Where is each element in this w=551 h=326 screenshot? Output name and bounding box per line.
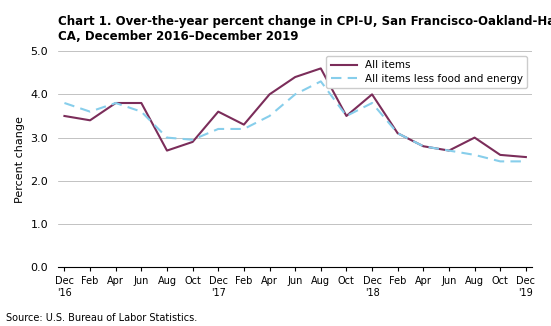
All items less food and energy xyxy=(241,127,247,131)
All items xyxy=(138,101,145,105)
All items less food and energy xyxy=(87,110,93,113)
All items less food and energy xyxy=(471,153,478,157)
All items xyxy=(343,114,350,118)
All items xyxy=(522,155,529,159)
All items xyxy=(266,92,273,96)
All items less food and energy xyxy=(369,101,375,105)
All items less food and energy xyxy=(266,114,273,118)
All items xyxy=(471,136,478,140)
All items less food and energy xyxy=(215,127,222,131)
All items xyxy=(317,67,324,70)
Legend: All items, All items less food and energy: All items, All items less food and energ… xyxy=(326,56,527,88)
All items xyxy=(61,114,68,118)
All items less food and energy xyxy=(395,131,401,135)
All items xyxy=(112,101,119,105)
All items less food and energy xyxy=(343,114,350,118)
All items less food and energy xyxy=(420,144,426,148)
All items less food and energy xyxy=(446,149,452,153)
Line: All items: All items xyxy=(64,68,526,157)
All items less food and energy xyxy=(164,136,170,140)
Text: Chart 1. Over-the-year percent change in CPI-U, San Francisco-Oakland-Hayward,
C: Chart 1. Over-the-year percent change in… xyxy=(58,15,551,43)
All items xyxy=(395,131,401,135)
All items less food and energy xyxy=(317,80,324,83)
All items less food and energy xyxy=(61,101,68,105)
All items less food and energy xyxy=(292,92,299,96)
All items less food and energy xyxy=(190,138,196,142)
All items xyxy=(215,110,222,113)
All items xyxy=(87,118,93,122)
All items less food and energy xyxy=(138,110,145,113)
All items xyxy=(190,140,196,144)
All items xyxy=(292,75,299,79)
Y-axis label: Percent change: Percent change xyxy=(15,116,25,203)
Line: All items less food and energy: All items less food and energy xyxy=(64,82,526,161)
All items xyxy=(241,123,247,126)
Text: Source: U.S. Bureau of Labor Statistics.: Source: U.S. Bureau of Labor Statistics. xyxy=(6,313,197,323)
All items xyxy=(420,144,426,148)
All items less food and energy xyxy=(522,159,529,163)
All items xyxy=(164,149,170,153)
All items less food and energy xyxy=(112,101,119,105)
All items less food and energy xyxy=(497,159,504,163)
All items xyxy=(497,153,504,157)
All items xyxy=(369,92,375,96)
All items xyxy=(446,149,452,153)
